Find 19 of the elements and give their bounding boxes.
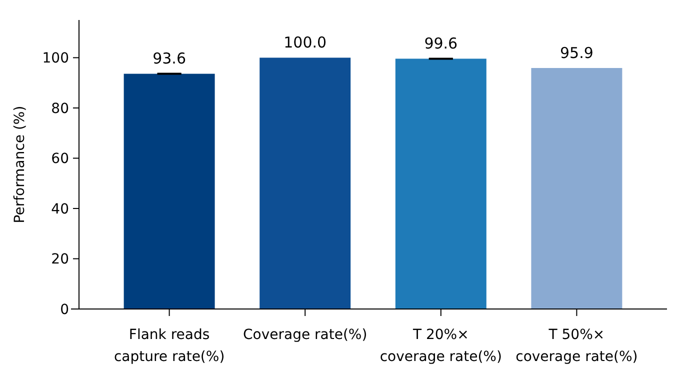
y-axis-title: Performance (%) [12, 106, 28, 224]
data-label: 100.0 [284, 34, 327, 52]
y-tick-label: 80 [51, 100, 69, 117]
bar [260, 58, 351, 309]
x-tick-label: Coverage rate(%) [243, 327, 368, 343]
bar [124, 74, 215, 309]
y-tick-label: 0 [60, 302, 69, 318]
y-tick-label: 40 [51, 201, 69, 218]
x-tick-label: T 20%× coverage rate(%) [380, 327, 502, 365]
x-tick-label: T 50%× coverage rate(%) [516, 327, 638, 365]
y-tick-label: 100 [42, 50, 69, 67]
y-tick-label: 20 [51, 252, 69, 268]
bar [395, 58, 486, 309]
data-label: 95.9 [560, 44, 594, 62]
y-tick-label: 60 [51, 151, 69, 168]
x-tick-label: Flank reads capture rate(%) [114, 327, 225, 365]
data-label: 99.6 [424, 34, 458, 52]
bar [531, 68, 622, 309]
data-label: 93.6 [152, 50, 186, 68]
